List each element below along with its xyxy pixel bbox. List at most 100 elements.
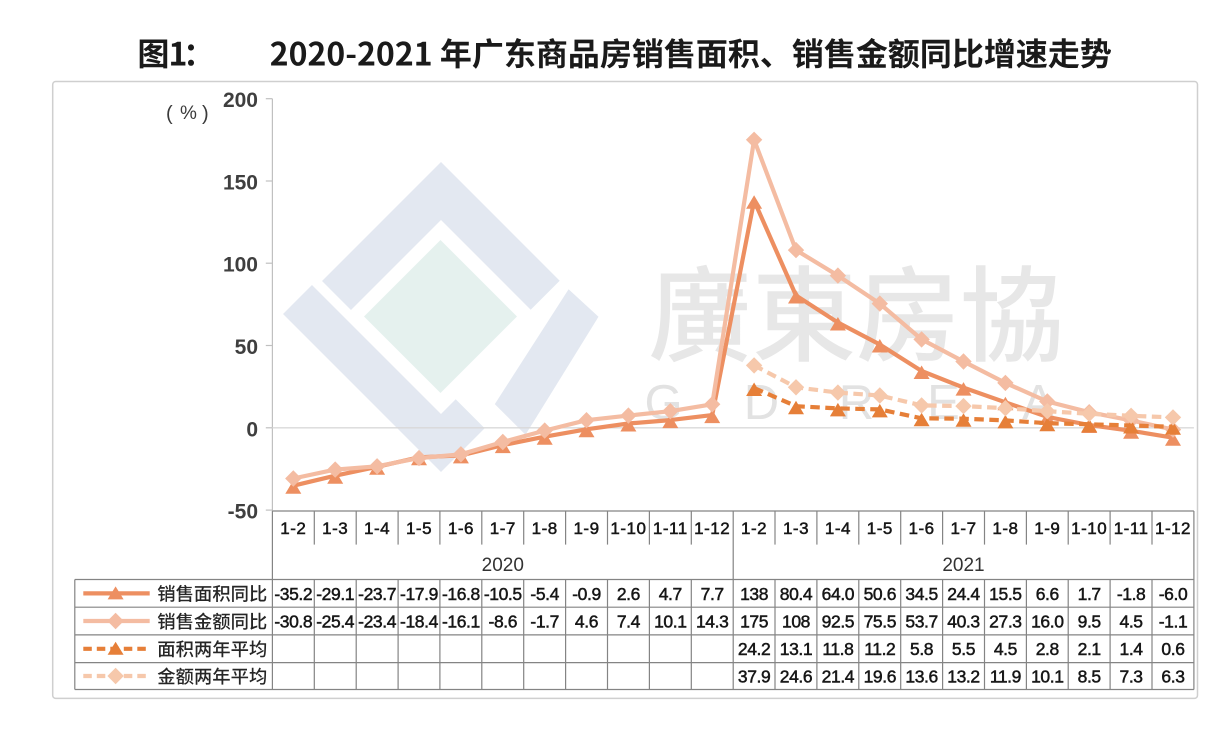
- svg-text:1-11: 1-11: [653, 519, 688, 538]
- svg-text:40.3: 40.3: [947, 612, 979, 632]
- svg-text:2020: 2020: [482, 555, 524, 576]
- svg-text:138: 138: [740, 584, 768, 604]
- svg-text:-1.8: -1.8: [1117, 584, 1146, 604]
- svg-text:37.9: 37.9: [738, 667, 770, 687]
- svg-text:1-3: 1-3: [322, 519, 348, 538]
- svg-text:): ): [202, 103, 209, 125]
- svg-text:1-10: 1-10: [1071, 519, 1107, 538]
- svg-text:24.2: 24.2: [738, 639, 770, 659]
- svg-text:-23.4: -23.4: [358, 612, 397, 632]
- svg-text:-35.2: -35.2: [274, 584, 312, 604]
- svg-text:-1.1: -1.1: [1159, 612, 1188, 632]
- svg-text:175: 175: [740, 612, 768, 632]
- svg-text:1-12: 1-12: [694, 519, 730, 538]
- svg-text:4.7: 4.7: [659, 584, 682, 604]
- svg-text:1-11: 1-11: [1114, 519, 1149, 538]
- svg-text:1-7: 1-7: [490, 519, 516, 538]
- svg-text:16.0: 16.0: [1031, 612, 1064, 632]
- svg-text:0: 0: [246, 418, 258, 441]
- svg-text:2.6: 2.6: [617, 584, 640, 604]
- svg-text:-17.9: -17.9: [400, 584, 438, 604]
- svg-text:7.3: 7.3: [1120, 667, 1143, 687]
- svg-text:1-4: 1-4: [364, 519, 390, 538]
- svg-text:-29.1: -29.1: [316, 584, 354, 604]
- svg-text:1.4: 1.4: [1120, 639, 1144, 659]
- svg-text:4.5: 4.5: [1120, 612, 1143, 632]
- svg-text:19.6: 19.6: [864, 667, 896, 687]
- svg-text:(: (: [166, 103, 173, 125]
- svg-text:7.7: 7.7: [701, 584, 724, 604]
- svg-text:50.6: 50.6: [864, 584, 896, 604]
- svg-text:-23.7: -23.7: [358, 584, 396, 604]
- svg-text:80.4: 80.4: [780, 584, 813, 604]
- svg-text:D: D: [744, 376, 779, 430]
- svg-text:1.7: 1.7: [1078, 584, 1101, 604]
- svg-text:1-8: 1-8: [992, 519, 1018, 538]
- svg-text:64.0: 64.0: [822, 584, 855, 604]
- svg-text:1-4: 1-4: [825, 519, 851, 538]
- svg-text:1-6: 1-6: [909, 519, 935, 538]
- svg-text:-16.8: -16.8: [442, 584, 480, 604]
- svg-text:-30.8: -30.8: [274, 612, 312, 632]
- svg-text:-10.5: -10.5: [484, 584, 522, 604]
- svg-text:R: R: [839, 376, 874, 430]
- svg-text:1-2: 1-2: [280, 519, 306, 538]
- svg-text:-16.1: -16.1: [442, 612, 480, 632]
- svg-text:6.3: 6.3: [1161, 667, 1184, 687]
- svg-text:1-12: 1-12: [1155, 519, 1191, 538]
- svg-text:21.4: 21.4: [822, 667, 855, 687]
- svg-text:1-7: 1-7: [950, 519, 976, 538]
- svg-text:13.6: 13.6: [905, 667, 937, 687]
- svg-text:-8.6: -8.6: [489, 612, 518, 632]
- svg-text:1-8: 1-8: [532, 519, 558, 538]
- svg-text:11.2: 11.2: [864, 639, 895, 659]
- svg-text:24.6: 24.6: [780, 667, 812, 687]
- svg-text:11.8: 11.8: [822, 639, 853, 659]
- svg-text:%: %: [180, 103, 197, 124]
- svg-text:0.6: 0.6: [1161, 639, 1184, 659]
- svg-text:1-10: 1-10: [610, 519, 646, 538]
- svg-text:10.1: 10.1: [654, 612, 686, 632]
- svg-text:-0.9: -0.9: [572, 584, 601, 604]
- svg-text:14.3: 14.3: [696, 612, 728, 632]
- svg-text:8.5: 8.5: [1078, 667, 1101, 687]
- svg-text:-5.4: -5.4: [530, 584, 559, 604]
- svg-text:13.2: 13.2: [947, 667, 979, 687]
- svg-text:2.1: 2.1: [1078, 639, 1101, 659]
- svg-text:-18.4: -18.4: [400, 612, 439, 632]
- svg-text:75.5: 75.5: [864, 612, 896, 632]
- svg-text:2021: 2021: [942, 555, 984, 576]
- svg-text:11.9: 11.9: [990, 667, 1021, 687]
- svg-text:108: 108: [782, 612, 810, 632]
- svg-text:27.3: 27.3: [989, 612, 1021, 632]
- svg-text:1-9: 1-9: [1034, 519, 1060, 538]
- svg-text:-25.4: -25.4: [316, 612, 355, 632]
- svg-text:100: 100: [223, 254, 258, 277]
- svg-text:6.6: 6.6: [1036, 584, 1059, 604]
- svg-text:-6.0: -6.0: [1159, 584, 1188, 604]
- svg-text:-50: -50: [228, 501, 258, 524]
- svg-text:53.7: 53.7: [905, 612, 937, 632]
- svg-text:7.4: 7.4: [617, 612, 641, 632]
- svg-text:9.5: 9.5: [1078, 612, 1101, 632]
- svg-text:10.1: 10.1: [1031, 667, 1063, 687]
- svg-text:1-9: 1-9: [573, 519, 599, 538]
- svg-text:150: 150: [223, 172, 258, 195]
- svg-text:24.4: 24.4: [947, 584, 980, 604]
- svg-text:5.5: 5.5: [952, 639, 975, 659]
- svg-text:1-6: 1-6: [448, 519, 474, 538]
- svg-text:5.8: 5.8: [910, 639, 933, 659]
- svg-text:1-3: 1-3: [783, 519, 809, 538]
- svg-text:34.5: 34.5: [905, 584, 937, 604]
- svg-text:200: 200: [223, 89, 258, 112]
- svg-text:-1.7: -1.7: [530, 612, 559, 632]
- svg-text:4.6: 4.6: [575, 612, 598, 632]
- svg-text:1-5: 1-5: [406, 519, 432, 538]
- svg-text:1-2: 1-2: [741, 519, 767, 538]
- svg-text:2.8: 2.8: [1036, 639, 1059, 659]
- svg-text:92.5: 92.5: [822, 612, 854, 632]
- svg-text:1-5: 1-5: [867, 519, 893, 538]
- svg-text:13.1: 13.1: [780, 639, 812, 659]
- svg-text:50: 50: [235, 336, 258, 359]
- svg-text:4.5: 4.5: [994, 639, 1017, 659]
